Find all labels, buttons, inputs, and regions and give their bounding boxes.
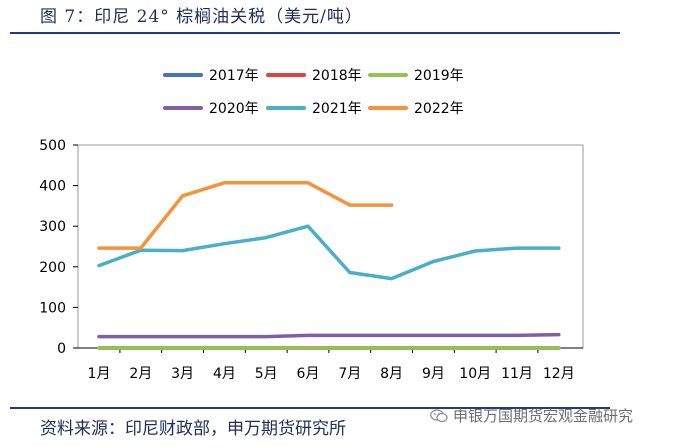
- y-tick-label: 300: [39, 219, 66, 235]
- legend-label: 2019年: [414, 68, 464, 84]
- x-tick-label: 5月: [255, 366, 278, 382]
- y-tick-label: 0: [57, 341, 66, 357]
- source-note: 资料来源：印尼财政部，申万期货研究所: [40, 419, 346, 439]
- top-divider: [10, 32, 620, 34]
- x-tick-label: 10月: [459, 366, 491, 382]
- y-tick-label: 400: [39, 179, 66, 195]
- series-layer: [97, 181, 561, 350]
- x-axis: 1月 2月 3月 4月 5月 6月 7月 8月 9月 10月 11月 12月: [78, 347, 583, 382]
- chart-legend: 2017年 2018年 2019年 2020年 2021年 2022年: [163, 68, 464, 117]
- y-tick-label: 100: [39, 300, 66, 316]
- watermark-text: 申银万国期货宏观金融研究: [453, 407, 634, 425]
- series-line-2022年: [97, 181, 394, 250]
- series-line-2020年: [97, 332, 561, 339]
- y-tick-label: 200: [39, 260, 66, 276]
- legend-label: 2021年: [312, 101, 362, 117]
- x-tick-label: 8月: [380, 366, 403, 382]
- plot-area: [77, 144, 584, 349]
- x-tick-label: 11月: [501, 366, 533, 382]
- x-tick-label: 1月: [88, 366, 111, 382]
- series-line-2021年: [97, 224, 561, 281]
- wechat-icon: [430, 408, 448, 422]
- y-tick-label: 500: [39, 138, 66, 154]
- legend-label: 2022年: [414, 101, 464, 117]
- legend-label: 2020年: [209, 101, 259, 117]
- x-tick-label: 9月: [422, 366, 445, 382]
- x-tick-label: 12月: [543, 366, 575, 382]
- plot-border: [77, 144, 584, 349]
- legend-label: 2018年: [312, 68, 362, 84]
- y-axis: 0 100 200 300 400 500: [39, 138, 78, 357]
- x-tick-label: 2月: [129, 366, 152, 382]
- x-tick-label: 7月: [338, 366, 361, 382]
- chart-title: 图 7：印尼 24° 棕榈油关税（美元/吨）: [40, 7, 363, 27]
- x-tick-label: 6月: [297, 366, 320, 382]
- watermark: 申银万国期货宏观金融研究: [430, 405, 633, 426]
- legend-label: 2017年: [209, 68, 259, 84]
- x-tick-label: 3月: [171, 366, 194, 382]
- bottom-divider: [10, 407, 610, 409]
- x-tick-label: 4月: [213, 366, 236, 382]
